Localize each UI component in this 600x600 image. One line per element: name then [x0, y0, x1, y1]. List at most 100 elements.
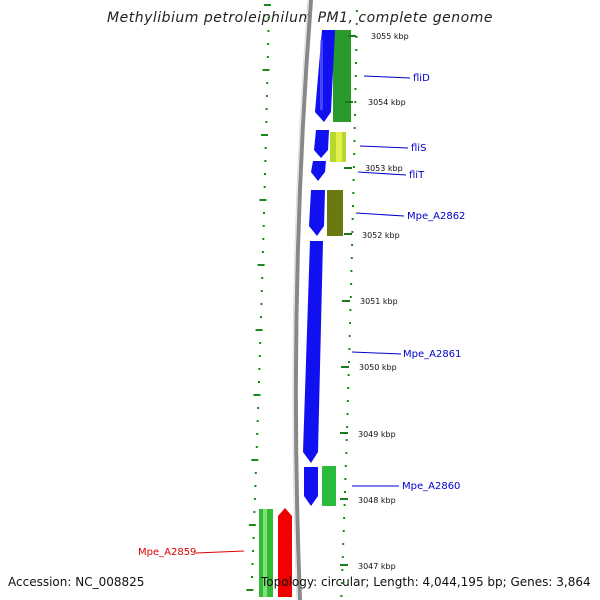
ring-dot [251, 576, 253, 578]
ring-dot [345, 439, 348, 441]
scale-tick-label: 3047 kbp [358, 562, 396, 571]
gene-Mpe_A2861[interactable] [303, 241, 323, 463]
gene-fliD[interactable] [315, 30, 335, 122]
label-leader [351, 351, 402, 355]
genes-layer [278, 30, 335, 597]
ring-dot [246, 589, 254, 591]
ring-dot [347, 387, 350, 389]
ring-dot [251, 563, 254, 565]
gene-label-fliT[interactable]: fliT [409, 170, 425, 181]
ring-dot [253, 498, 256, 500]
ring-dot [252, 537, 255, 539]
ring-dot [355, 62, 357, 64]
ring-dot [351, 218, 354, 220]
ring-dot [259, 342, 262, 344]
ring-dot [260, 316, 262, 318]
ring-dot [346, 426, 349, 428]
ring-dot [344, 491, 346, 493]
ring-dot [258, 368, 261, 370]
inner-tick-ring [246, 4, 271, 591]
ring-dot [264, 160, 267, 162]
ring-dot [350, 257, 353, 259]
gene-labels: fliD fliS fliT Mpe_A2862 Mpe_A2861 Mpe_A… [138, 73, 465, 558]
ring-dot [351, 231, 354, 233]
ring-dot [258, 355, 261, 357]
ring-dot [346, 413, 349, 415]
ring-dot [353, 153, 356, 155]
gc-track [259, 30, 351, 597]
ring-dot [265, 121, 268, 123]
scale-tick-label: 3051 kbp [360, 297, 398, 306]
label-leader [363, 75, 411, 79]
ring-dot [348, 361, 350, 363]
gene-highlight [320, 40, 323, 110]
ring-dot [259, 199, 267, 201]
ring-dot [341, 569, 344, 571]
scale-tick-label: 3052 kbp [362, 231, 400, 240]
ring-dot [261, 134, 268, 136]
ring-dot [345, 452, 348, 454]
ring-dot [341, 556, 344, 558]
gene-Mpe_A2860[interactable] [304, 467, 318, 506]
scale-tick-label: 3048 kbp [358, 496, 396, 505]
scale-tick-label: 3055 kbp [371, 32, 409, 41]
ring-dot [353, 140, 356, 142]
ring-dot [262, 69, 270, 71]
ring-dot [256, 420, 259, 422]
gene-label-Mpe_A2859[interactable]: Mpe_A2859 [138, 547, 196, 558]
ring-dot [257, 407, 260, 409]
gene-label-fliS[interactable]: fliS [411, 143, 426, 154]
ring-dot [262, 225, 265, 227]
ring-dot [251, 459, 259, 461]
gc-block [263, 509, 267, 597]
gc-block [336, 132, 342, 162]
ring-dot [349, 296, 352, 298]
ring-dot [354, 88, 357, 90]
ring-dot [350, 283, 353, 285]
ring-dot [258, 381, 260, 383]
ring-dot [352, 205, 354, 207]
gene-fliS[interactable] [314, 130, 329, 158]
gene-Mpe_A2859[interactable] [278, 508, 292, 597]
ring-dot [267, 30, 270, 32]
gene-Mpe_A2862[interactable] [309, 190, 325, 236]
ring-dot [351, 244, 354, 246]
ring-dot [265, 108, 268, 110]
ring-dot [349, 322, 352, 324]
ring-dot [342, 530, 345, 532]
ring-dot [262, 238, 265, 240]
ring-dot [355, 23, 358, 25]
ring-dot [354, 101, 357, 103]
gene-label-Mpe_A2860[interactable]: Mpe_A2860 [402, 481, 460, 492]
gc-block [327, 190, 343, 236]
ring-dot [255, 329, 263, 331]
ring-dot [355, 36, 358, 38]
ring-dot [267, 17, 270, 19]
ring-dot [340, 582, 343, 584]
ring-dot [254, 485, 257, 487]
scale-tick-label: 3050 kbp [359, 363, 397, 372]
ring-dot [260, 290, 263, 292]
ring-dot [261, 251, 264, 253]
label-leader [355, 212, 405, 217]
ring-dot [256, 433, 259, 435]
gene-label-fliD[interactable]: fliD [413, 73, 430, 84]
gene-label-Mpe_A2861[interactable]: Mpe_A2861 [403, 349, 461, 360]
ring-dot [343, 504, 346, 506]
ring-dot [266, 56, 269, 58]
gene-label-Mpe_A2862[interactable]: Mpe_A2862 [407, 211, 465, 222]
gc-block [333, 30, 351, 122]
ring-dot [346, 400, 349, 402]
gene-fliT[interactable] [311, 161, 326, 181]
scale-layer: 3055 kbp 3054 kbp 3053 kbp 3052 kbp 3051… [340, 32, 409, 571]
genome-backbone [293, 0, 313, 600]
ring-dot [349, 309, 352, 311]
ring-dot [263, 186, 266, 188]
outer-tick-ring [340, 10, 358, 597]
map-title: Methylibium petroleiphilum PM1, complete… [107, 10, 493, 26]
ring-dot [255, 446, 258, 448]
label-leader [357, 171, 407, 176]
scale-tick-label: 3054 kbp [368, 98, 406, 107]
ring-dot [267, 43, 270, 45]
